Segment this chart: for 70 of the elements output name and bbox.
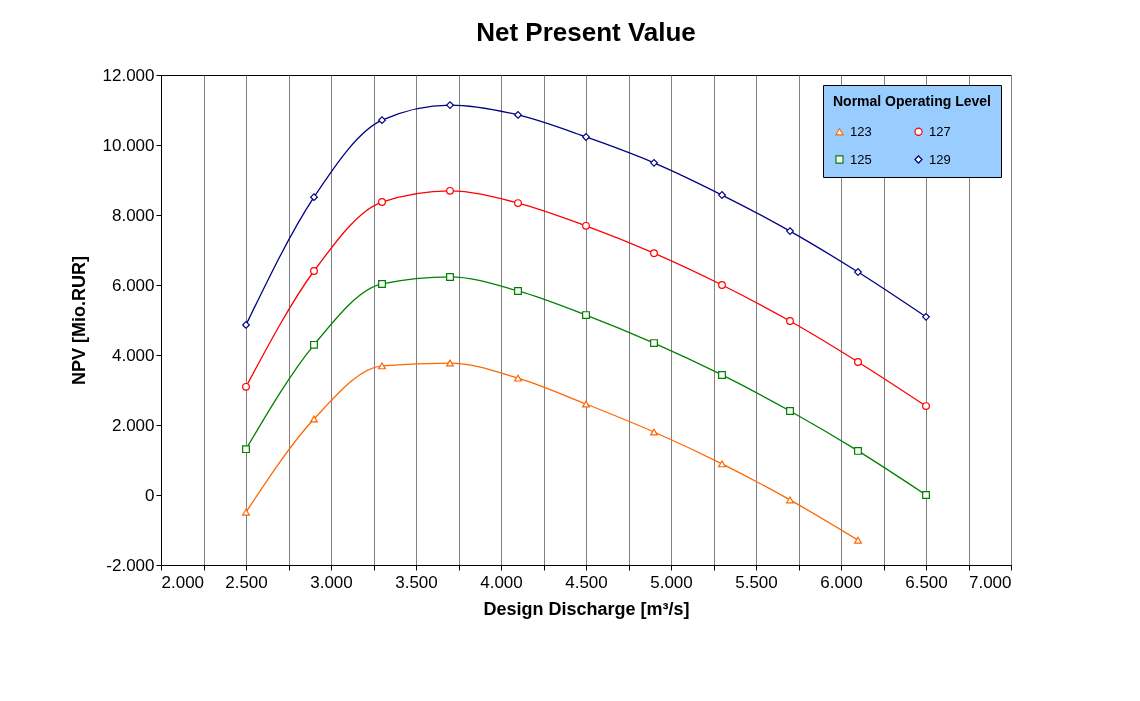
point [922,312,930,321]
point [378,116,386,125]
y-tick-label: 4.000 [111,345,155,365]
point [786,496,794,504]
x-tick-label: 7.000 [968,572,1012,592]
x-tick-label: 6.000 [820,572,863,592]
x-tick-label: 4.500 [565,572,608,592]
point [854,446,862,455]
point [242,508,250,516]
y-tick-label: 0 [145,485,155,505]
point [650,249,658,258]
point [310,415,318,423]
point [718,191,726,199]
x-tick-label: 3.500 [395,572,438,592]
point [310,193,318,202]
y-tick-label: -2.000 [106,555,155,575]
point [378,198,386,206]
point [242,320,250,329]
y-tick-label: 12.000 [102,65,155,85]
point [650,339,658,348]
point [446,273,454,281]
point [650,158,658,167]
point [514,110,522,119]
point [786,317,794,325]
point [854,536,862,544]
point [378,280,386,288]
point [242,382,250,391]
point [446,101,454,110]
y-tick-label: 8.000 [111,205,155,225]
x-tick-label: 4.000 [480,572,523,592]
x-tick-label: 5.500 [735,572,778,592]
x-tick-label: 2.500 [225,572,268,592]
x-axis-title: Design Discharge [m³/s] [483,598,690,619]
point [514,287,522,295]
point [378,362,386,370]
y-axis-title: NPV [Mio.RUR] [68,256,89,385]
point [718,460,726,468]
point [310,340,318,349]
y-tick-label: 2.000 [111,415,155,435]
point [854,268,862,276]
point [446,186,454,195]
legend-label: 123 [850,123,872,139]
point [310,267,318,275]
point [718,281,726,289]
point [922,402,930,411]
point [514,199,522,208]
legend-title: Normal Operating Level [833,93,991,109]
legend-label: 129 [929,151,951,167]
legend-label: 125 [850,151,872,167]
point [582,400,590,408]
point [582,311,590,320]
point [922,491,930,499]
x-tick-label: 5.000 [650,572,693,592]
chart-title: Net Present Value [476,17,696,47]
point [786,227,794,236]
y-tick-label: 6.000 [111,275,155,295]
point [514,374,522,382]
x-tick-label: 2.000 [161,572,205,592]
point [446,359,454,367]
x-tick-label: 3.000 [310,572,353,592]
legend-label: 127 [929,123,951,139]
point [582,133,590,141]
x-tick-label: 6.500 [905,572,948,592]
point [650,428,658,436]
point [718,371,726,379]
point [582,221,590,230]
point [854,358,862,366]
point [786,407,794,415]
y-tick-label: 10.000 [102,135,155,155]
point [242,445,250,454]
